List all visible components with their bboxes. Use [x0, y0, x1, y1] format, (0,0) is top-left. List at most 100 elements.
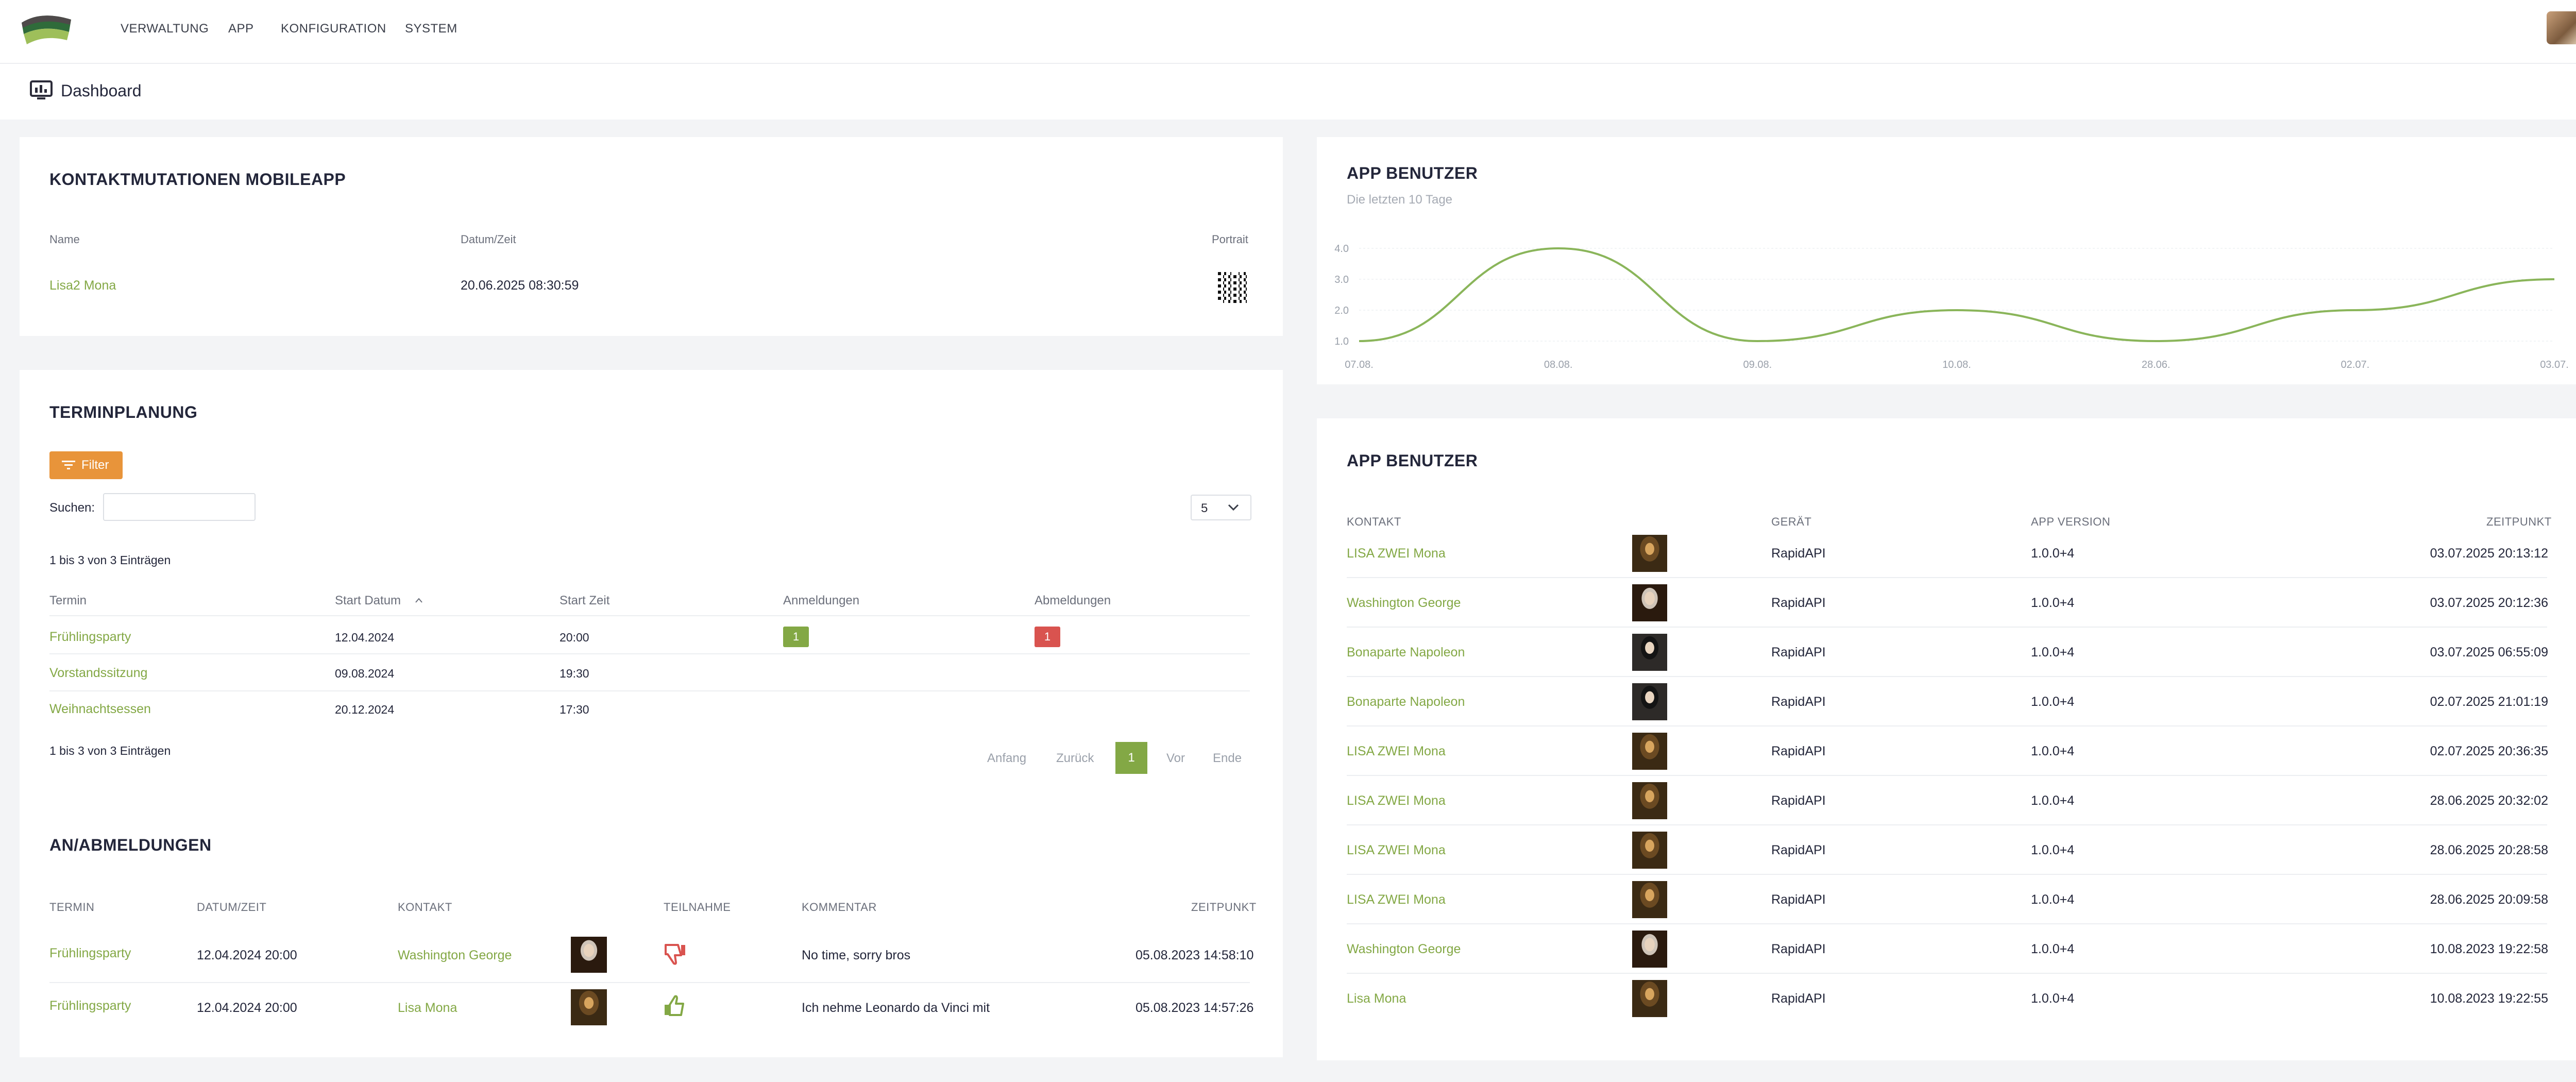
kontakt-link[interactable]: LISA ZWEI Mona: [1347, 892, 1446, 907]
divider: [1347, 923, 2547, 924]
contact-photo: [1632, 881, 1667, 918]
divider: [1347, 824, 2547, 825]
start-zeit: 19:30: [560, 667, 589, 680]
column-header-abmeldungen[interactable]: Abmeldungen: [1035, 594, 1111, 607]
anabmeldungen-card: AN/ABMELDUNGEN: [20, 792, 1283, 1057]
user-avatar[interactable]: [2547, 11, 2576, 44]
app-version: 1.0.0+4: [2031, 546, 2075, 561]
datetime-value: 12.04.2024 20:00: [197, 948, 297, 962]
termin-link[interactable]: Vorstandssitzung: [49, 666, 148, 680]
x-tick-label: 28.06.: [2142, 359, 2171, 370]
zeitpunkt: 03.07.2025 20:13:12: [2430, 546, 2548, 561]
contact-photo: [1632, 980, 1667, 1017]
divider: [49, 615, 1250, 616]
pagination-current[interactable]: 1: [1115, 742, 1147, 774]
kontakt-link[interactable]: LISA ZWEI Mona: [1347, 843, 1446, 857]
start-datum: 09.08.2024: [335, 667, 395, 680]
card-title: AN/ABMELDUNGEN: [49, 836, 212, 854]
kontakt-link[interactable]: LISA ZWEI Mona: [1347, 546, 1446, 561]
nav-konfiguration[interactable]: KONFIGURATION: [281, 22, 386, 36]
kontakt-link[interactable]: Washington George: [1347, 596, 1461, 610]
geraet: RapidAPI: [1771, 843, 1826, 857]
kontaktmutationen-card: KONTAKTMUTATIONEN MOBILEAPP Name Datum/Z…: [20, 137, 1283, 336]
app-benutzer-chart-card: APP BENUTZER Die letzten 10 Tage 1.0 2.0 3…: [1317, 137, 2576, 384]
nav-verwaltung[interactable]: VERWALTUNG: [121, 22, 209, 36]
divider: [49, 653, 1250, 654]
column-header-start-zeit[interactable]: Start Zeit: [560, 594, 610, 607]
page-header: Dashboard: [0, 64, 2576, 120]
x-tick-label: 02.07.: [2341, 359, 2370, 370]
portrait-qr-image[interactable]: [1218, 272, 1249, 303]
nav-system[interactable]: SYSTEM: [405, 22, 457, 36]
termin-link[interactable]: Frühlingsparty: [49, 946, 131, 960]
column-header-termin: TERMIN: [49, 901, 95, 914]
termin-link[interactable]: Frühlingsparty: [49, 630, 131, 644]
column-header-kontakt: KONTAKT: [1347, 515, 1401, 528]
zeitpunkt: 02.07.2025 20:36:35: [2430, 744, 2548, 758]
column-header-geraet: GERÄT: [1771, 515, 1812, 528]
card-title: APP BENUTZER: [1347, 451, 1478, 470]
kontakt-link[interactable]: Lisa Mona: [398, 1001, 457, 1015]
kontakt-link[interactable]: Bonaparte Napoleon: [1347, 645, 1465, 660]
series-line: [1359, 247, 2555, 343]
x-tick-label: 03.07.: [2540, 359, 2569, 370]
start-datum: 20.12.2024: [335, 703, 395, 716]
filter-icon: [62, 461, 75, 469]
page-size-select[interactable]: 5: [1191, 495, 1251, 520]
abmeldungen-badge[interactable]: 1: [1035, 627, 1060, 647]
kontakt-link[interactable]: Washington George: [1347, 942, 1461, 956]
app-version: 1.0.0+4: [2031, 892, 2075, 907]
column-header-datetime: Datum/Zeit: [461, 233, 516, 246]
pagination-next[interactable]: Vor: [1166, 751, 1185, 765]
zeitpunkt: 10.08.2023 19:22:58: [2430, 942, 2548, 956]
divider: [1347, 577, 2547, 578]
pagination-last[interactable]: Ende: [1213, 751, 1242, 765]
datetime-value: 20.06.2025 08:30:59: [461, 278, 579, 293]
column-header-termin[interactable]: Termin: [49, 594, 87, 607]
card-title: KONTAKTMUTATIONEN MOBILEAPP: [49, 170, 346, 189]
geraet: RapidAPI: [1771, 546, 1826, 561]
app-benutzer-table-card: APP BENUTZER KONTAKT GERÄT APP VERSION Z…: [1317, 418, 2576, 1060]
search-input[interactable]: [103, 493, 256, 521]
divider: [49, 982, 1250, 983]
zeitpunkt: 05.08.2023 14:58:10: [1136, 948, 1254, 962]
divider: [1347, 973, 2547, 974]
search-label: Suchen:: [49, 501, 95, 515]
contact-photo: [1632, 832, 1667, 869]
entries-info-bottom: 1 bis 3 von 3 Einträgen: [49, 744, 171, 757]
divider: [1347, 725, 2547, 726]
contact-photo: [571, 989, 607, 1025]
kontakt-link[interactable]: Bonaparte Napoleon: [1347, 695, 1465, 709]
kontakt-link[interactable]: LISA ZWEI Mona: [1347, 793, 1446, 808]
logo-icon[interactable]: [20, 11, 73, 47]
geraet: RapidAPI: [1771, 744, 1826, 758]
column-header-anmeldungen[interactable]: Anmeldungen: [783, 594, 860, 607]
chevron-down-icon: [1228, 504, 1239, 511]
nav-app[interactable]: APP: [228, 22, 254, 36]
column-header-portrait: Portrait: [1212, 233, 1248, 246]
filter-button[interactable]: Filter: [49, 451, 123, 479]
pagination-prev[interactable]: Zurück: [1056, 751, 1094, 765]
anmeldungen-badge[interactable]: 1: [783, 627, 809, 647]
geraet: RapidAPI: [1771, 596, 1826, 610]
app-version: 1.0.0+4: [2031, 596, 2075, 610]
pagination-first[interactable]: Anfang: [987, 751, 1027, 765]
contact-photo: [571, 937, 607, 973]
column-header-app-version: APP VERSION: [2031, 515, 2111, 528]
contact-link[interactable]: Lisa2 Mona: [49, 278, 116, 293]
zeitpunkt: 03.07.2025 06:55:09: [2430, 645, 2548, 660]
column-header-start-datum[interactable]: Start Datum: [335, 594, 401, 607]
termin-link[interactable]: Frühlingsparty: [49, 999, 131, 1013]
app-version: 1.0.0+4: [2031, 645, 2075, 660]
divider: [1347, 874, 2547, 875]
app-version: 1.0.0+4: [2031, 695, 2075, 709]
entries-info-top: 1 bis 3 von 3 Einträgen: [49, 553, 171, 567]
zeitpunkt: 02.07.2025 21:01:19: [2430, 695, 2548, 709]
kontakt-link[interactable]: Lisa Mona: [1347, 991, 1406, 1006]
kontakt-link[interactable]: LISA ZWEI Mona: [1347, 744, 1446, 758]
kontakt-link[interactable]: Washington George: [398, 948, 512, 962]
divider: [1347, 627, 2547, 628]
termin-link[interactable]: Weihnachtsessen: [49, 702, 151, 716]
app-version: 1.0.0+4: [2031, 942, 2075, 956]
contact-photo: [1632, 931, 1667, 968]
